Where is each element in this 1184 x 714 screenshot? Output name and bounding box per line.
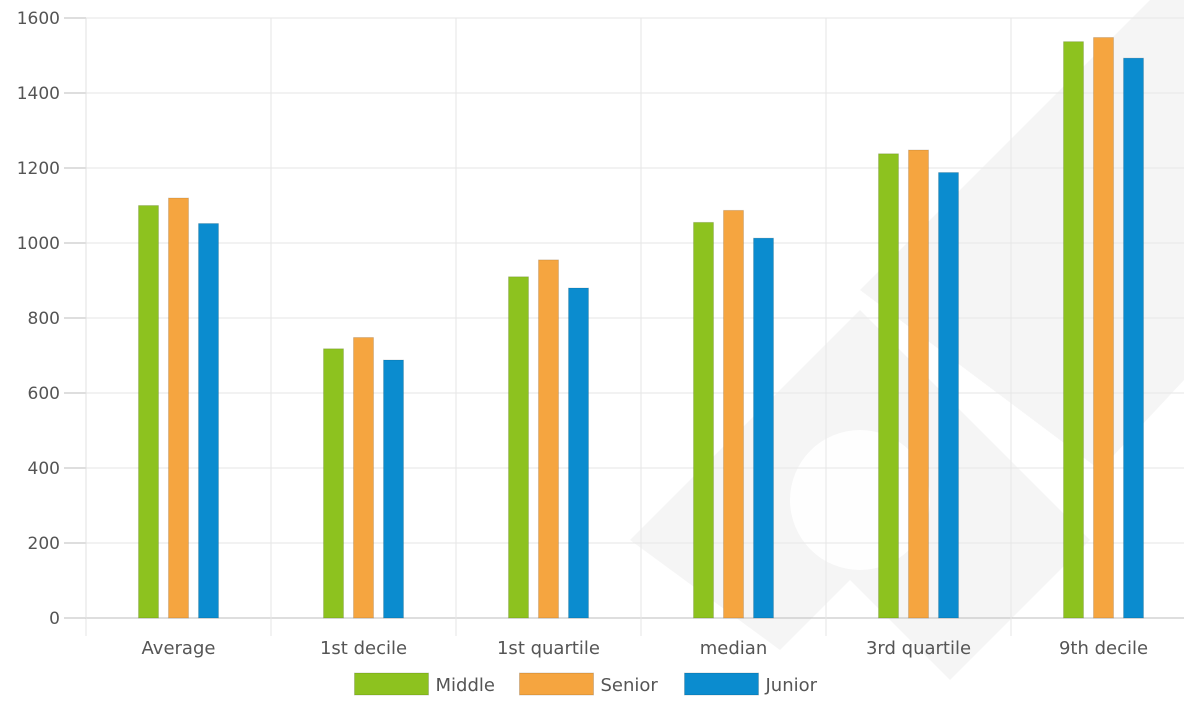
y-tick-label: 400: [28, 459, 60, 479]
legend[interactable]: Middle Senior Junior: [354, 672, 818, 696]
y-tick-label: 1200: [17, 159, 60, 179]
bar-junior[interactable]: [568, 287, 589, 619]
bar-senior[interactable]: [1093, 37, 1114, 619]
bar-senior[interactable]: [168, 197, 189, 619]
axes: 0 200 400 600 800 1000 1200 1400 1600 Average 1st …: [17, 9, 1148, 659]
x-tick-label: 1st decile: [320, 638, 407, 659]
legend-item-middle[interactable]: Middle: [354, 672, 495, 696]
bar-middle[interactable]: [1063, 41, 1084, 619]
x-tick-label: median: [700, 638, 767, 659]
legend-item-senior[interactable]: Senior: [519, 672, 659, 696]
bar-senior[interactable]: [723, 209, 744, 619]
x-tick-label: 9th decile: [1059, 638, 1148, 659]
legend-item-junior[interactable]: Junior: [684, 672, 818, 696]
legend-swatch: [684, 672, 759, 696]
bar-middle[interactable]: [693, 221, 714, 619]
bar-middle[interactable]: [878, 153, 899, 619]
bar-middle[interactable]: [138, 205, 159, 619]
bar-senior[interactable]: [908, 149, 929, 619]
bar-senior[interactable]: [353, 337, 374, 619]
legend-swatch: [354, 672, 429, 696]
legend-label: Middle: [436, 675, 495, 696]
bar-junior[interactable]: [383, 359, 404, 619]
bar-junior[interactable]: [198, 223, 219, 619]
bar-junior[interactable]: [938, 172, 959, 619]
bar-middle[interactable]: [508, 276, 529, 619]
x-tick-label: 3rd quartile: [866, 638, 971, 659]
bar-junior[interactable]: [753, 237, 774, 619]
bar-middle[interactable]: [323, 348, 344, 619]
y-tick-label: 200: [28, 534, 60, 554]
legend-swatch: [519, 672, 594, 696]
legend-label: Junior: [765, 675, 818, 696]
x-tick-label: Average: [142, 638, 216, 659]
y-tick-label: 600: [28, 384, 60, 404]
y-tick-label: 1400: [17, 84, 60, 104]
y-tick-label: 1000: [17, 234, 60, 254]
bar-senior[interactable]: [538, 259, 559, 619]
bar-junior[interactable]: [1123, 57, 1144, 619]
y-tick-label: 0: [49, 609, 60, 629]
y-tick-label: 800: [28, 309, 60, 329]
y-tick-label: 1600: [17, 9, 60, 29]
bars: [138, 37, 1144, 619]
x-tick-label: 1st quartile: [497, 638, 600, 659]
legend-label: Senior: [601, 675, 659, 696]
